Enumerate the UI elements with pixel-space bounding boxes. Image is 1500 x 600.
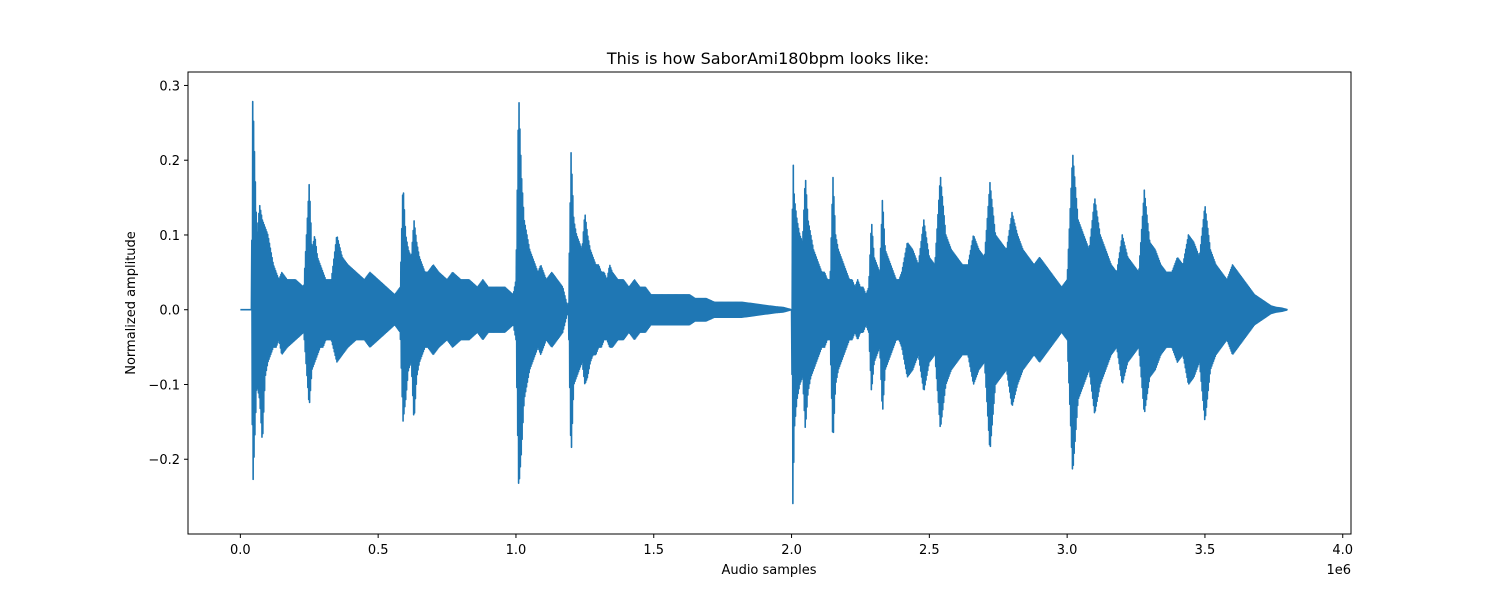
- x-tick-label: 1.5: [643, 543, 664, 558]
- y-tick-label: 0.3: [159, 79, 180, 94]
- waveform-line: [240, 100, 1288, 505]
- x-tick-label: 2.0: [781, 543, 802, 558]
- y-tick-label: 0.2: [159, 154, 180, 169]
- plot-area: [240, 100, 1288, 505]
- y-tick-label: 0.1: [159, 229, 180, 244]
- chart-title: This is how SaborAmi180bpm looks like:: [606, 49, 929, 68]
- y-axis-label: Normalized amplitude: [124, 231, 139, 375]
- x-tick-label: 4.0: [1332, 543, 1353, 558]
- x-tick-label: 0.5: [368, 543, 389, 558]
- y-axis: −0.2 −0.1 0.0 0.1 0.2 0.3: [148, 79, 188, 468]
- x-axis: 0.0 0.5 1.0 1.5 2.0 2.5 3.0 3.5 4.0: [230, 534, 1353, 558]
- y-tick-label: −0.2: [148, 453, 180, 468]
- x-axis-label: Audio samples: [721, 563, 816, 578]
- x-tick-label: 1.0: [506, 543, 527, 558]
- x-tick-label: 3.5: [1195, 543, 1216, 558]
- axes-frame: [187, 71, 1352, 535]
- x-tick-label: 2.5: [919, 543, 940, 558]
- x-tick-label: 0.0: [230, 543, 251, 558]
- y-tick-label: −0.1: [148, 378, 180, 393]
- y-tick-label: 0.0: [159, 304, 180, 319]
- x-tick-label: 3.0: [1057, 543, 1078, 558]
- x-offset-label: 1e6: [1326, 563, 1351, 578]
